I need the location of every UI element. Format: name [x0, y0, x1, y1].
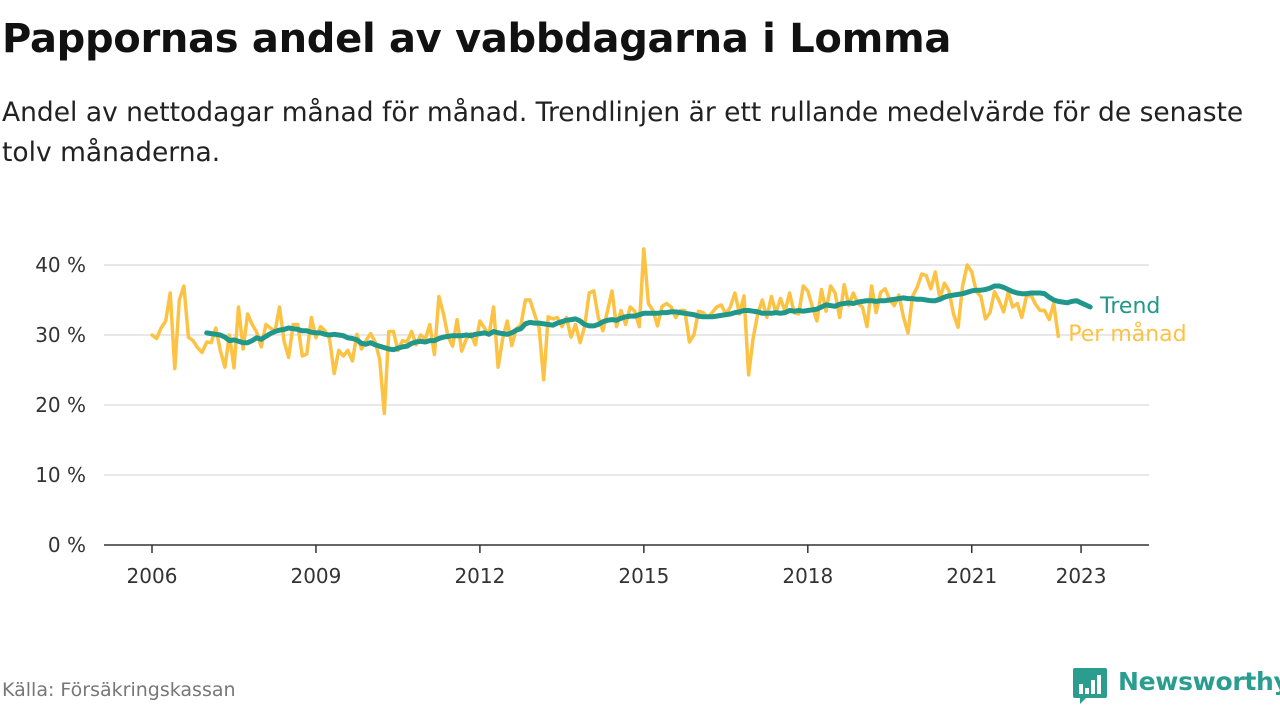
x-tick-label: 2018 — [782, 564, 833, 588]
y-tick-label: 20 % — [35, 393, 86, 417]
series-label-trend: Trend — [1099, 294, 1160, 319]
brand-name: Newsworthy — [1118, 667, 1280, 696]
chart-subtitle: Andel av nettodagar månad för månad. Tre… — [2, 97, 1244, 168]
y-tick-label: 30 % — [35, 323, 86, 347]
x-tick-label: 2023 — [1056, 564, 1107, 588]
y-axis-labels: 0 % 10 % 20 % 30 % 40 % — [35, 253, 86, 557]
chart-title: Pappornas andel av vabbdagarna i Lomma — [2, 16, 952, 62]
series-lines — [150, 247, 1093, 416]
y-tick-label: 10 % — [35, 463, 86, 487]
series-line-trend — [204, 283, 1093, 353]
x-tick-label: 2009 — [290, 564, 341, 588]
brand-logo: Newsworthy — [1072, 664, 1280, 708]
grid-lines — [104, 264, 1149, 476]
series-line-per-manad — [150, 247, 1061, 416]
bar-chart-logo-icon — [1073, 668, 1107, 704]
y-tick-label: 0 % — [48, 533, 86, 557]
x-tick-label: 2015 — [618, 564, 669, 588]
series-label-per-manad: Per månad — [1068, 321, 1186, 347]
x-tick-label: 2021 — [946, 564, 997, 588]
y-tick-label: 40 % — [35, 253, 86, 277]
source-note: Källa: Försäkringskassan — [2, 679, 236, 701]
x-tick-label: 2012 — [454, 564, 505, 588]
x-tick-label: 2006 — [127, 564, 178, 588]
x-axis-ticks: 2006 2009 2012 2015 2018 2021 2023 — [127, 545, 1107, 588]
